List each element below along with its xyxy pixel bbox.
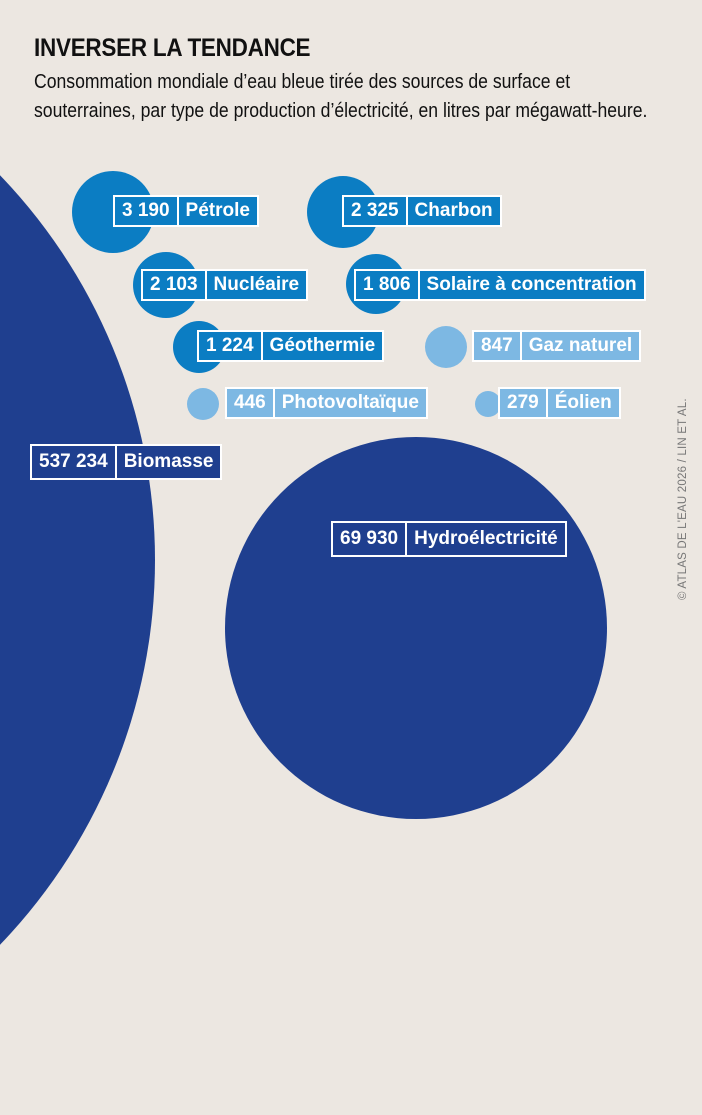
label: Éolien — [554, 392, 612, 413]
value: 537 234 — [32, 446, 117, 478]
value: 279 — [500, 389, 548, 417]
label: Solaire à concentration — [426, 274, 637, 295]
value: 3 190 — [115, 197, 179, 225]
subtitle: Consommation mondiale d’eau bleue tirée … — [34, 71, 648, 122]
bubble-photovoltaique — [187, 388, 219, 420]
value: 446 — [227, 389, 275, 417]
bubble-eolien — [475, 391, 501, 417]
label: Gaz naturel — [528, 335, 633, 356]
tag-gaz-naturel: 847 Gaz naturel — [472, 330, 642, 362]
label: Photovoltaïque — [281, 392, 419, 413]
label: Charbon — [414, 200, 493, 221]
label: Hydroélectricité — [414, 528, 558, 549]
label: Pétrole — [185, 200, 250, 221]
value: 1 806 — [356, 271, 420, 299]
value: 847 — [474, 332, 522, 360]
label: Biomasse — [123, 451, 214, 472]
tag-petrole: 3 190 Pétrole — [113, 195, 259, 227]
bubble-biomasse — [0, 5, 155, 1115]
value: 2 325 — [344, 197, 408, 225]
value: 2 103 — [143, 271, 207, 299]
tag-solaire-concentration: 1 806 Solaire à concentration — [354, 269, 646, 301]
tag-biomasse: 537 234 Biomasse — [30, 444, 223, 480]
title: INVERSER LA TENDANCE — [34, 34, 311, 62]
tag-hydroelectricite: 69 930 Hydroélectricité — [331, 521, 567, 557]
tag-nucleaire: 2 103 Nucléaire — [141, 269, 309, 301]
tag-eolien: 279 Éolien — [498, 387, 621, 419]
tag-geothermie: 1 224 Géothermie — [197, 330, 385, 362]
value: 1 224 — [199, 332, 263, 360]
label: Géothermie — [269, 335, 376, 356]
bubble-gaz-naturel — [425, 326, 467, 368]
source-credit: © ATLAS DE L'EAU 2026 / LIN ET AL. — [677, 398, 689, 600]
bubble-hydroelectricite — [225, 437, 607, 819]
value: 69 930 — [333, 523, 408, 555]
label: Nucléaire — [213, 274, 300, 295]
tag-photovoltaique: 446 Photovoltaïque — [225, 387, 428, 419]
tag-charbon: 2 325 Charbon — [342, 195, 502, 227]
